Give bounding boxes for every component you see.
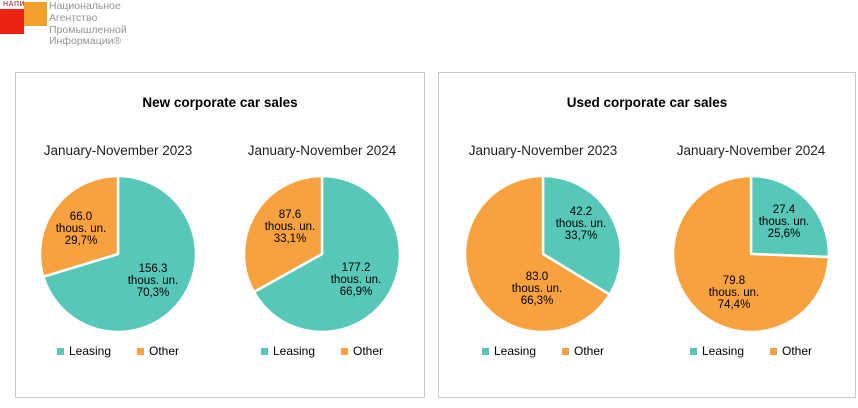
legend-swatch-leasing <box>260 347 268 355</box>
legend-swatch-other <box>137 347 145 355</box>
legend-item-other: Other <box>137 344 179 358</box>
pie-slice-leasing <box>252 174 402 334</box>
legend-item-other: Other <box>770 344 812 358</box>
legend-label-leasing: Leasing <box>493 344 537 358</box>
chart-column-used-2024: January-November 2024 27.4 thous. un. 25,6… <box>647 143 855 358</box>
chart-legend: Leasing Other <box>56 344 179 358</box>
legend-label-leasing: Leasing <box>701 344 745 358</box>
pie-slice-other <box>38 174 120 278</box>
legend-swatch-leasing <box>689 347 697 355</box>
chart-legend: Leasing Other <box>689 344 812 358</box>
legend-item-leasing: Leasing <box>481 344 537 358</box>
legend-label-other: Other <box>782 344 813 358</box>
charts-row: January-November 2023 42.2 thous. un. 33,7… <box>439 143 855 358</box>
legend-label-other: Other <box>353 344 384 358</box>
pie-svg: 42.2 thous. un. 33,7% 83.0 thous. un. 66,3% <box>463 174 623 334</box>
legend-swatch-leasing <box>481 347 489 355</box>
pie-svg: 177.2 thous. un. 66,9% 87.6 thous. un. 33,1% <box>242 174 402 334</box>
legend-item-leasing: Leasing <box>689 344 745 358</box>
pie-chart-used-2023: 42.2 thous. un. 33,7% 83.0 thous. un. 66,3% <box>461 172 625 336</box>
chart-column-used-2023: January-November 2023 42.2 thous. un. 33,7… <box>439 143 647 358</box>
slice-label-leasing: 177.2 thous. un. 66,9% <box>331 262 382 298</box>
chart-subtitle: January-November 2024 <box>247 143 397 158</box>
chart-subtitle: January-November 2023 <box>468 143 618 158</box>
pie-slice-leasing <box>749 174 831 259</box>
pie-slice-other <box>671 174 831 334</box>
legend-item-other: Other <box>341 344 383 358</box>
chart-column-new-2023: January-November 2023 156.3 thous. un. 70,… <box>16 143 220 358</box>
legend-label-leasing: Leasing <box>272 344 316 358</box>
chart-legend: Leasing Other <box>481 344 604 358</box>
panel-used-corporate-car-sales: Used corporate car sales January-Novembe… <box>438 72 856 398</box>
logo-acronym-text: НАПИ <box>3 1 26 8</box>
pie-svg: 27.4 thous. un. 25,6% 79.8 thous. un. 74,4% <box>671 174 831 334</box>
legend-item-leasing: Leasing <box>56 344 112 358</box>
pie-slice-leasing <box>42 174 198 334</box>
logo-name-line: Агентство <box>49 11 98 24</box>
logo-name-line: Информации® <box>49 35 122 48</box>
charts-row: January-November 2023 156.3 thous. un. 70,… <box>16 143 424 358</box>
napi-logo: НАПИ Национальное Агентство Промышленной… <box>0 0 200 60</box>
pie-chart-new-2023: 156.3 thous. un. 70,3% 66.0 thous. un. 29,7% <box>36 172 200 336</box>
slice-label-leasing: 27.4 thous. un. 25,6% <box>759 204 810 240</box>
legend-label-other: Other <box>574 344 605 358</box>
chart-column-new-2024: January-November 2024 177.2 thous. un. 66,… <box>220 143 424 358</box>
pie-slice-other <box>242 174 324 294</box>
chart-subtitle: January-November 2023 <box>43 143 193 158</box>
slice-label-other: 83.0 thous. un. 66,3% <box>512 271 563 307</box>
legend-swatch-other <box>770 347 778 355</box>
legend-item-leasing: Leasing <box>260 344 316 358</box>
panel-title: New corporate car sales <box>142 95 298 110</box>
slice-label-other: 87.6 thous. un. 33,1% <box>265 209 316 245</box>
slice-label-leasing: 42.2 thous. un. 33,7% <box>556 206 607 242</box>
legend-swatch-other <box>341 347 349 355</box>
logo-name-line: Национальное <box>49 0 121 12</box>
chart-legend: Leasing Other <box>260 344 383 358</box>
slice-label-other: 66.0 thous. un. 29,7% <box>56 211 107 247</box>
chart-subtitle: January-November 2024 <box>676 143 826 158</box>
legend-label-leasing: Leasing <box>68 344 112 358</box>
panel-title: Used corporate car sales <box>566 95 728 110</box>
slice-label-other: 79.8 thous. un. 74,4% <box>709 275 760 311</box>
logo-red-square <box>0 9 24 34</box>
slice-label-leasing: 156.3 thous. un. 70,3% <box>128 263 179 299</box>
legend-label-other: Other <box>149 344 180 358</box>
pie-chart-used-2024: 27.4 thous. un. 25,6% 79.8 thous. un. 74,4% <box>669 172 833 336</box>
pie-svg: 156.3 thous. un. 70,3% 66.0 thous. un. 29,7% <box>38 174 198 334</box>
pie-slice-other <box>463 174 611 334</box>
logo-name-line: Промышленной <box>49 23 127 36</box>
logo-orange-square <box>24 2 47 26</box>
pie-chart-new-2024: 177.2 thous. un. 66,9% 87.6 thous. un. 33,1% <box>240 172 404 336</box>
legend-item-other: Other <box>562 344 604 358</box>
panel-new-corporate-car-sales: New corporate car sales January-November… <box>15 72 425 398</box>
logo-company-name: Национальное Агентство Промышленной Инфо… <box>49 0 127 48</box>
legend-swatch-other <box>562 347 570 355</box>
legend-swatch-leasing <box>56 347 64 355</box>
